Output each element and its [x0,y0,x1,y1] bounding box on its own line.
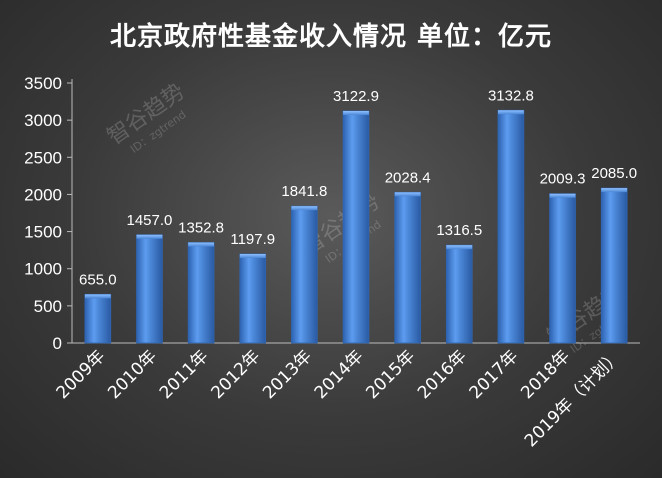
bar [187,242,215,344]
data-label: 1197.9 [230,231,275,248]
bar-top-highlight [239,254,266,259]
bar-top-highlight [549,193,576,198]
bar [600,187,628,344]
bar-top-highlight [136,234,163,239]
x-tick-label: 2012年 [208,346,265,403]
x-tick-label: 2011年 [156,346,213,403]
data-label: 655.0 [79,271,117,288]
chart-title: 北京政府性基金收入情况 单位：亿元 [109,22,553,52]
y-tick-label: 500 [34,297,62,316]
bar-top-highlight [84,294,111,299]
x-tick-label: 2009年 [53,346,110,403]
x-tick-label: 2010年 [104,346,161,403]
bar-top-highlight [498,110,524,115]
data-label: 1352.8 [178,220,224,237]
y-tick-label: 2500 [24,148,62,167]
y-tick-label: 1500 [24,223,62,242]
x-tick-label: 2013年 [259,346,316,403]
axis-layer: 0 500 1000 1500 2000 2500 3000 3500 [24,74,640,353]
bar [549,193,576,344]
bar-top-highlight [188,242,214,247]
bar-top-highlight [446,245,473,250]
y-tick-label: 0 [53,334,62,353]
y-tick-label: 3500 [24,74,62,93]
bar [445,244,473,344]
data-label: 1457.0 [127,212,173,229]
x-tick-label: 2017年 [466,346,523,403]
x-tick-label: 2019年（计划） [521,346,626,451]
bar [342,110,370,344]
bar-top-highlight [601,188,628,193]
x-tick-label: 2014年 [311,346,368,403]
y-tick-label: 3000 [24,111,62,130]
data-label: 1841.8 [281,183,327,200]
data-label: 3132.8 [488,87,534,104]
data-label: 2009.3 [540,171,586,188]
x-tick-label: 2015年 [362,346,419,403]
data-label: 2028.4 [385,169,431,186]
bar [497,109,525,344]
bar-top-highlight [394,192,421,197]
y-tick-label: 2000 [24,185,62,204]
bar [291,205,318,344]
bar-top-highlight [343,111,369,116]
data-label: 3122.9 [333,88,379,105]
data-label: 2085.0 [591,165,637,182]
bar [84,293,112,344]
x-tick-label: 2016年 [414,346,471,403]
data-label: 1316.5 [436,222,482,239]
bar [136,234,163,344]
bar [239,253,267,344]
bar-layer [84,109,628,344]
y-tick-label: 1000 [24,260,62,279]
bar-top-highlight [291,206,318,211]
bar [394,191,421,344]
